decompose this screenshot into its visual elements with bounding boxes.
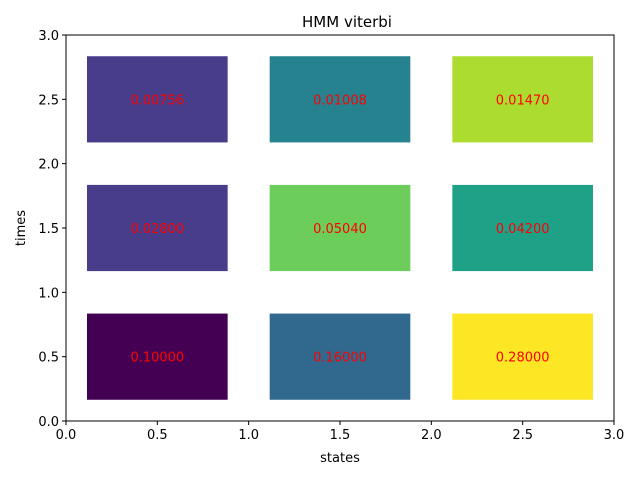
- y-axis-label: times: [14, 210, 29, 246]
- x-ticks: 0.0 0.5 1.0 1.5 2.0 2.5 3.0: [56, 421, 625, 443]
- chart-title: HMM viterbi: [302, 13, 392, 31]
- heatmap-cell: [87, 56, 228, 143]
- heatmap-cell: [87, 184, 228, 272]
- x-tick-label: 0.5: [147, 428, 168, 443]
- heatmap-cell: [269, 56, 411, 143]
- cell-value-label: 0.02800: [130, 222, 184, 237]
- heatmap-cell: [452, 313, 593, 400]
- cells-layer: 0.10000 0.16000 0.28000 0.02800 0.05040 0.042…: [87, 56, 593, 400]
- x-tick-label: 2.0: [421, 428, 442, 443]
- heatmap-cell: [452, 184, 593, 272]
- y-tick-label: 1.0: [38, 286, 59, 301]
- y-tick-label: 1.5: [38, 222, 59, 237]
- x-tick-label: 0.0: [56, 428, 77, 443]
- cell-value-label: 0.00756: [130, 93, 184, 108]
- cell-value-label: 0.05040: [313, 222, 367, 237]
- x-tick-label: 1.5: [330, 428, 351, 443]
- heatmap-cell: [269, 313, 411, 400]
- cell-value-label: 0.04200: [496, 222, 550, 237]
- cell-value-label: 0.16000: [313, 351, 367, 366]
- y-tick-label: 2.5: [38, 93, 59, 108]
- x-tick-label: 1.0: [238, 428, 259, 443]
- y-tick-label: 0.5: [38, 351, 59, 366]
- cell-value-label: 0.28000: [496, 351, 550, 366]
- cell-value-label: 0.01008: [313, 93, 367, 108]
- y-tick-label: 2.0: [38, 158, 59, 173]
- cell-value-label: 0.10000: [130, 351, 184, 366]
- y-tick-label: 0.0: [38, 415, 59, 430]
- x-axis-label: states: [320, 451, 360, 466]
- x-tick-label: 3.0: [604, 428, 625, 443]
- cell-value-label: 0.01470: [496, 93, 550, 108]
- x-tick-label: 2.5: [512, 428, 533, 443]
- heatmap-cell: [269, 184, 411, 272]
- y-ticks: 0.0 0.5 1.0 1.5 2.0 2.5 3.0: [38, 29, 66, 430]
- heatmap-cell: [452, 56, 593, 143]
- heatmap-cell: [87, 313, 228, 400]
- y-tick-label: 3.0: [38, 29, 59, 44]
